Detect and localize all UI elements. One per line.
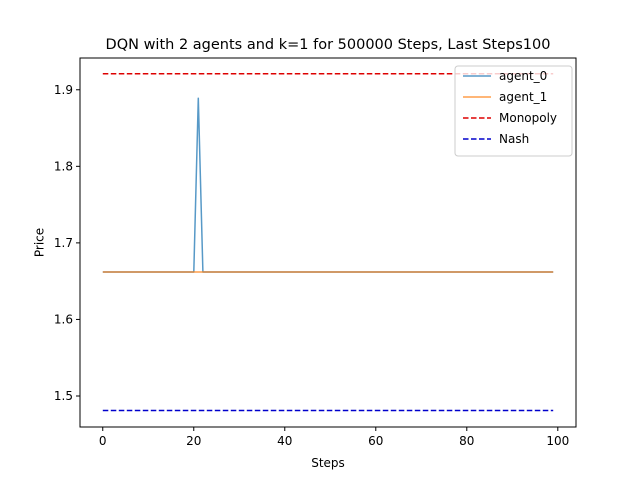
y-tick-label: 1.8 <box>54 159 73 173</box>
legend-label: Nash <box>499 132 529 146</box>
x-tick-label: 60 <box>368 434 383 448</box>
chart-title: DQN with 2 agents and k=1 for 500000 Ste… <box>106 37 551 53</box>
legend-label: agent_1 <box>499 90 547 104</box>
x-tick-label: 40 <box>277 434 292 448</box>
x-axis-label: Steps <box>311 456 345 470</box>
legend: agent_0 agent_1 Monopoly Nash <box>454 65 573 157</box>
y-tick-label: 1.5 <box>54 389 73 403</box>
y-tick-label: 1.9 <box>54 83 73 97</box>
legend-label: agent_0 <box>499 69 547 83</box>
y-axis-label: Price <box>33 228 47 257</box>
x-tick-label: 100 <box>546 434 569 448</box>
x-tick-label: 0 <box>99 434 107 448</box>
y-tick-label: 1.7 <box>54 236 73 250</box>
plot-frame <box>79 57 577 428</box>
series-layer <box>102 72 554 412</box>
legend-label: Monopoly <box>499 111 557 125</box>
legend-box <box>454 65 573 157</box>
x-tick-label: 80 <box>459 434 474 448</box>
axis-ticks: 0 20 40 60 80 100 1.5 1.6 1.7 1.8 1.9 <box>54 83 569 448</box>
x-tick-label: 20 <box>186 434 201 448</box>
y-tick-label: 1.6 <box>54 312 73 326</box>
